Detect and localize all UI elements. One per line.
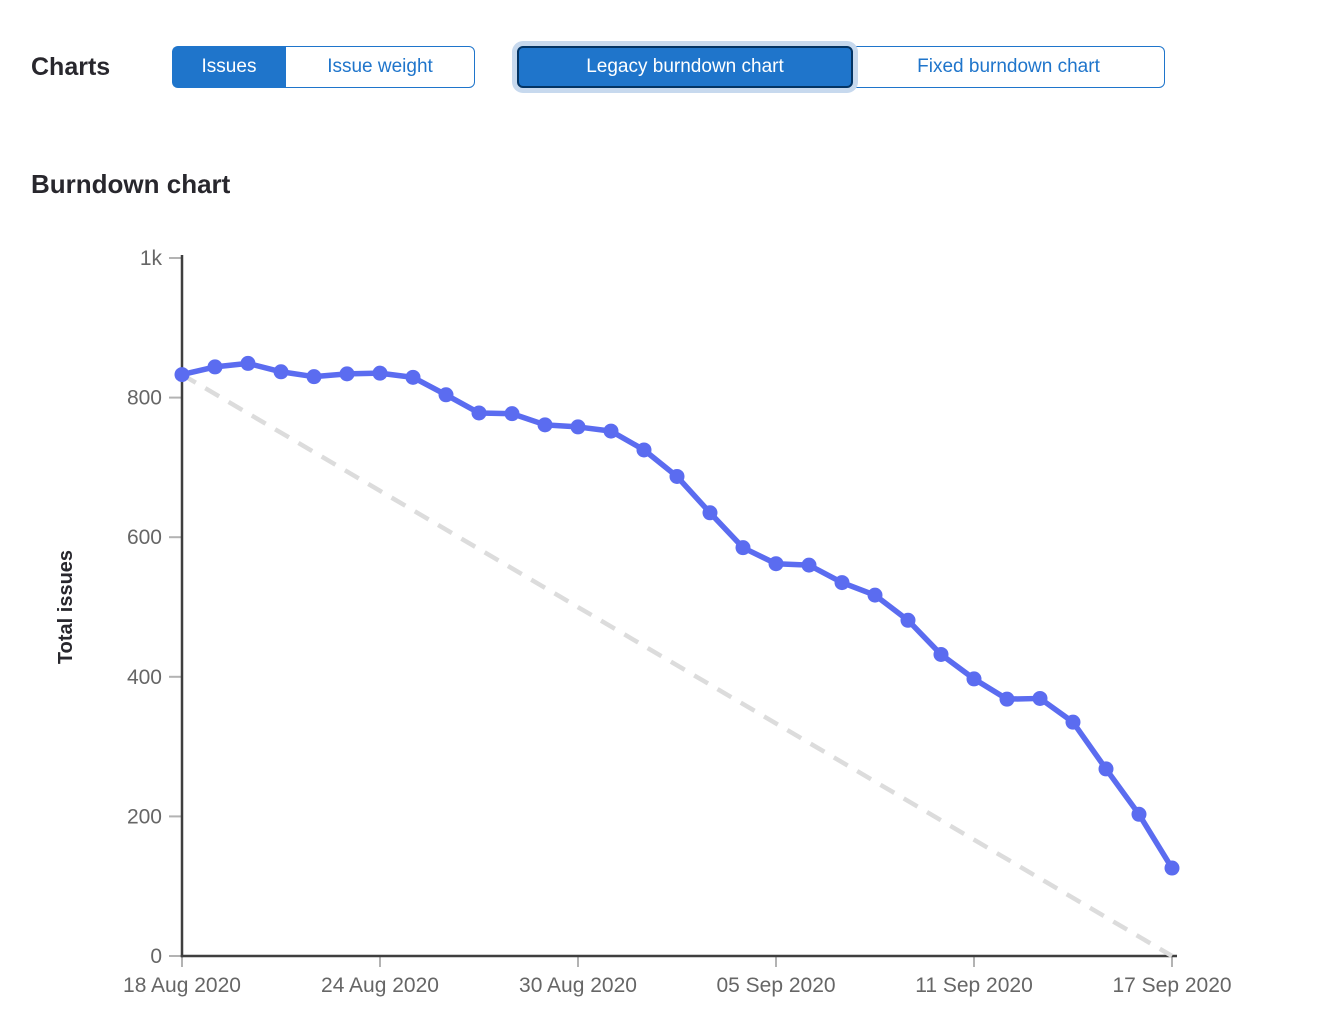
guideline-dashed-line — [180, 372, 1174, 958]
page-title: Burndown chart — [31, 169, 231, 199]
data-point[interactable] — [471, 405, 487, 421]
data-point[interactable] — [273, 364, 289, 380]
issues-toggle-button[interactable]: Issues — [172, 46, 285, 88]
y-tick-label: 800 — [127, 387, 162, 410]
data-point[interactable] — [1098, 761, 1114, 777]
x-tick-label: 11 Sep 2020 — [915, 974, 1033, 997]
fixed-burndown-chart-button[interactable]: Fixed burndown chart — [853, 46, 1165, 88]
metric-toggle-group: Issues Issue weight — [172, 46, 475, 88]
data-point[interactable] — [372, 365, 388, 381]
x-tick-label: 24 Aug 2020 — [321, 974, 439, 997]
y-tick-label: 1k — [140, 247, 163, 270]
y-tick-label: 200 — [127, 805, 162, 828]
x-tick-label: 17 Sep 2020 — [1112, 974, 1231, 997]
data-point[interactable] — [735, 540, 751, 556]
data-point[interactable] — [339, 366, 355, 382]
x-tick-label: 30 Aug 2020 — [519, 974, 637, 997]
x-tick-label: 18 Aug 2020 — [123, 974, 241, 997]
data-point[interactable] — [999, 691, 1015, 707]
data-point[interactable] — [1065, 714, 1081, 730]
data-point[interactable] — [636, 442, 652, 458]
issue-weight-toggle-button[interactable]: Issue weight — [285, 46, 475, 88]
y-axis-title: Total issues — [55, 550, 77, 664]
y-tick-label: 0 — [150, 945, 162, 968]
data-point[interactable] — [405, 369, 421, 385]
data-point[interactable] — [702, 505, 718, 521]
data-point[interactable] — [174, 367, 190, 383]
data-point[interactable] — [240, 355, 256, 371]
data-point[interactable] — [306, 369, 322, 385]
data-point[interactable] — [1032, 690, 1048, 706]
data-point[interactable] — [570, 419, 586, 435]
y-tick-label: 400 — [127, 666, 162, 689]
data-point[interactable] — [801, 557, 817, 573]
charts-label: Charts — [31, 53, 111, 81]
data-point[interactable] — [1131, 806, 1147, 822]
data-point[interactable] — [504, 406, 520, 422]
data-point[interactable] — [834, 575, 850, 591]
issues-line — [179, 360, 1175, 871]
chart-type-toggle-group: Legacy burndown chart Fixed burndown cha… — [517, 46, 1165, 88]
x-tick-label: 05 Sep 2020 — [716, 974, 835, 997]
data-point[interactable] — [1164, 860, 1180, 876]
data-point[interactable] — [867, 587, 883, 603]
data-point[interactable] — [900, 612, 916, 628]
data-point[interactable] — [768, 556, 784, 572]
data-point[interactable] — [669, 468, 685, 484]
y-tick-label: 600 — [127, 526, 162, 549]
data-point[interactable] — [603, 423, 619, 439]
data-point[interactable] — [933, 646, 949, 662]
data-point[interactable] — [207, 359, 223, 375]
data-point[interactable] — [966, 671, 982, 687]
legacy-burndown-chart-button[interactable]: Legacy burndown chart — [517, 46, 853, 88]
data-point[interactable] — [537, 417, 553, 433]
data-point[interactable] — [438, 387, 454, 403]
